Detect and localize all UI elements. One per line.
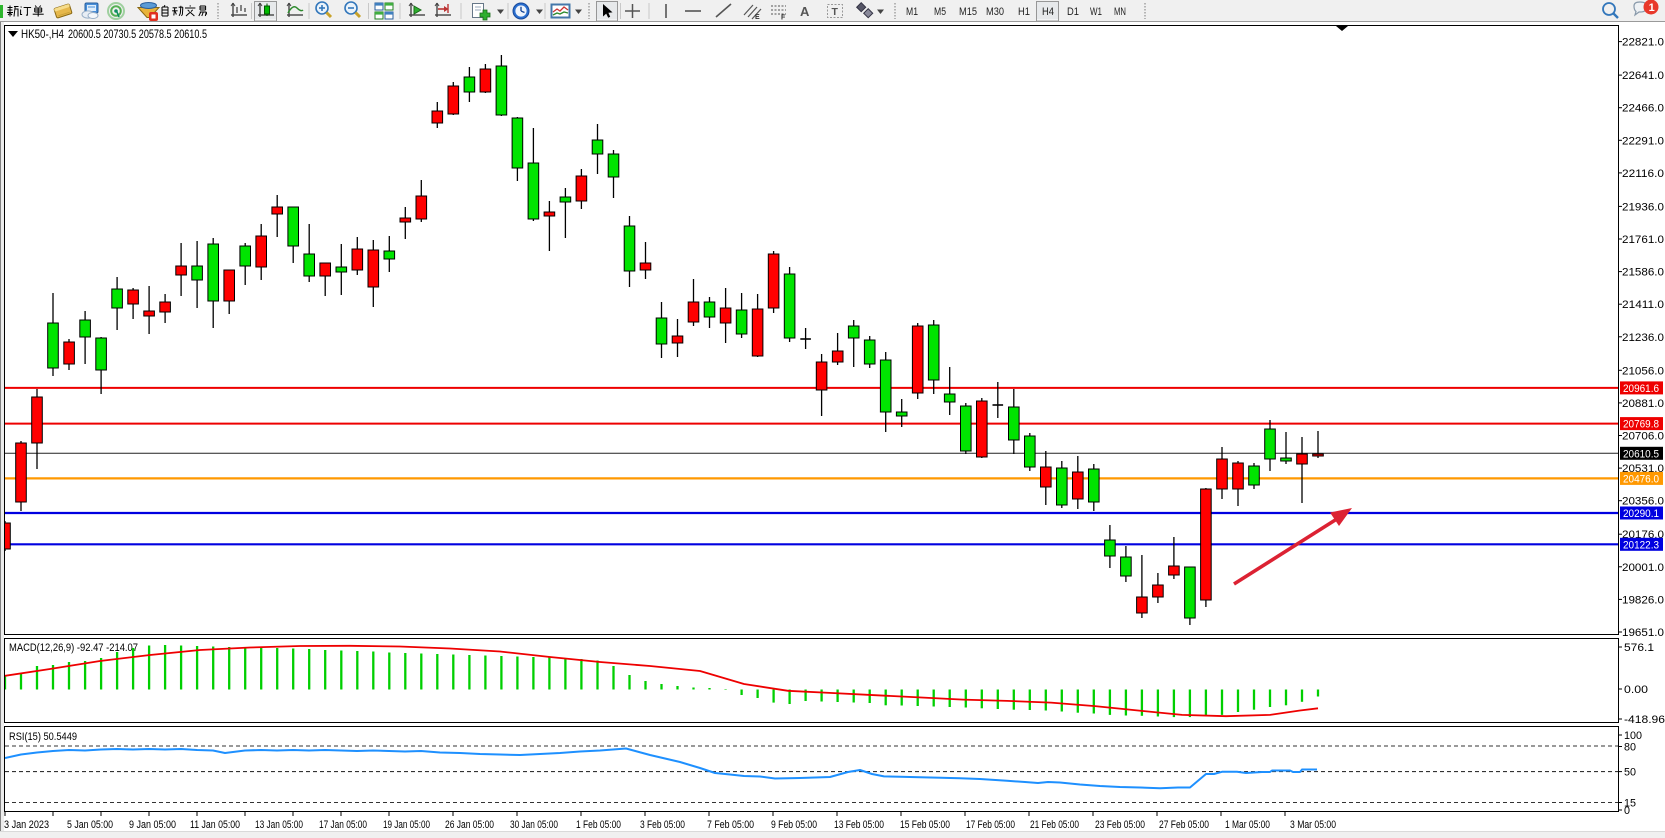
svg-text:M5: M5 [934, 6, 946, 18]
svg-text:13 Jan 05:00: 13 Jan 05:00 [255, 819, 303, 831]
svg-text:20476.0: 20476.0 [1623, 473, 1659, 485]
svg-text:9 Jan 05:00: 9 Jan 05:00 [129, 819, 176, 831]
svg-text:7 Feb 05:00: 7 Feb 05:00 [707, 819, 754, 831]
svg-text:9 Feb 05:00: 9 Feb 05:00 [771, 819, 817, 831]
svg-text:100: 100 [1624, 730, 1642, 742]
svg-text:20610.5: 20610.5 [1623, 448, 1659, 460]
svg-text:21236.0: 21236.0 [1622, 332, 1664, 344]
svg-text:RSI(15) 50.5449: RSI(15) 50.5449 [9, 731, 77, 743]
svg-text:21586.0: 21586.0 [1622, 267, 1664, 279]
svg-text:19 Jan 05:00: 19 Jan 05:00 [383, 819, 430, 831]
svg-text:H1: H1 [1018, 6, 1030, 18]
svg-text:30 Jan 05:00: 30 Jan 05:00 [510, 819, 558, 831]
svg-text:E: E [755, 14, 760, 21]
svg-text:17 Feb 05:00: 17 Feb 05:00 [966, 819, 1015, 831]
svg-text:20290.1: 20290.1 [1623, 508, 1659, 520]
svg-text:M1: M1 [906, 6, 918, 18]
svg-text:20706.0: 20706.0 [1622, 431, 1664, 443]
svg-text:H4: H4 [1042, 6, 1054, 18]
svg-text:21 Feb 05:00: 21 Feb 05:00 [1030, 819, 1079, 831]
svg-text:26 Jan 05:00: 26 Jan 05:00 [445, 819, 494, 831]
svg-text:F: F [781, 15, 786, 22]
svg-text:19826.0: 19826.0 [1622, 594, 1664, 606]
svg-text:3 Mar 05:00: 3 Mar 05:00 [1290, 819, 1336, 831]
svg-text:20001.0: 20001.0 [1622, 562, 1664, 574]
svg-text:21761.0: 21761.0 [1622, 234, 1664, 246]
svg-text:MN: MN [1114, 6, 1126, 18]
svg-text:15 Feb 05:00: 15 Feb 05:00 [900, 819, 950, 831]
svg-text:20356.0: 20356.0 [1622, 496, 1664, 508]
svg-text:15: 15 [1624, 798, 1636, 810]
svg-text:50: 50 [1624, 767, 1636, 779]
svg-text:20961.6: 20961.6 [1623, 383, 1659, 395]
svg-text:22821.0: 22821.0 [1622, 37, 1664, 49]
svg-text:13 Feb 05:00: 13 Feb 05:00 [834, 819, 884, 831]
svg-text:21411.0: 21411.0 [1622, 299, 1664, 311]
svg-text:0.00: 0.00 [1624, 684, 1648, 696]
svg-text:23 Feb 05:00: 23 Feb 05:00 [1095, 819, 1145, 831]
svg-text:20769.8: 20769.8 [1623, 419, 1659, 431]
svg-text:17 Jan 05:00: 17 Jan 05:00 [319, 819, 367, 831]
svg-text:HK50-,H4: HK50-,H4 [21, 27, 64, 41]
svg-text:M15: M15 [959, 6, 977, 18]
svg-text:0: 0 [1624, 805, 1630, 817]
svg-text:D1: D1 [1067, 6, 1079, 18]
svg-text:-418.96: -418.96 [1624, 714, 1665, 726]
svg-text:11 Jan 05:00: 11 Jan 05:00 [190, 819, 240, 831]
svg-text:21056.0: 21056.0 [1622, 365, 1664, 377]
svg-text:22466.0: 22466.0 [1622, 103, 1664, 115]
svg-text:A: A [800, 4, 810, 19]
svg-text:576.1: 576.1 [1624, 642, 1654, 654]
svg-text:20122.3: 20122.3 [1623, 539, 1659, 551]
svg-text:22116.0: 22116.0 [1622, 168, 1664, 180]
svg-text:MACD(12,26,9) -92.47 -214.07: MACD(12,26,9) -92.47 -214.07 [9, 642, 138, 654]
svg-text:1 Mar 05:00: 1 Mar 05:00 [1225, 819, 1270, 831]
svg-text:21936.0: 21936.0 [1622, 201, 1664, 213]
svg-text:1 Feb 05:00: 1 Feb 05:00 [576, 819, 621, 831]
svg-text:M30: M30 [986, 6, 1004, 18]
svg-text:1: 1 [1649, 2, 1655, 14]
svg-text:T: T [832, 6, 839, 18]
svg-text:27 Feb 05:00: 27 Feb 05:00 [1159, 819, 1209, 831]
svg-text:5 Jan 05:00: 5 Jan 05:00 [67, 819, 113, 831]
svg-text:3 Feb 05:00: 3 Feb 05:00 [640, 819, 685, 831]
svg-text:20881.0: 20881.0 [1622, 398, 1664, 410]
svg-text:W1: W1 [1090, 6, 1102, 18]
svg-text:80: 80 [1624, 742, 1636, 754]
svg-text:3 Jan 2023: 3 Jan 2023 [4, 819, 49, 831]
svg-text:19651.0: 19651.0 [1622, 627, 1664, 639]
svg-text:22291.0: 22291.0 [1622, 135, 1664, 147]
svg-text:20600.5 20730.5 20578.5 20610.: 20600.5 20730.5 20578.5 20610.5 [68, 27, 207, 41]
svg-text:22641.0: 22641.0 [1622, 70, 1664, 82]
